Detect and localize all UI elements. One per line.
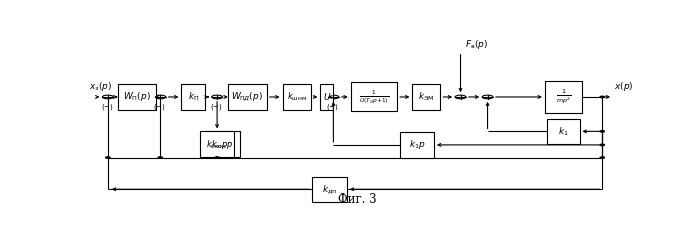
Text: $F_{\text{в}}(p)$: $F_{\text{в}}(p)$ (465, 38, 488, 51)
FancyBboxPatch shape (350, 82, 397, 111)
Text: $k_{\text{шнм}}$: $k_{\text{шнм}}$ (287, 91, 306, 103)
FancyBboxPatch shape (312, 176, 347, 202)
Circle shape (600, 131, 604, 132)
Text: $(-)$: $(-)$ (101, 102, 114, 112)
FancyBboxPatch shape (117, 84, 156, 110)
Circle shape (103, 95, 113, 99)
Text: $k_1$: $k_1$ (558, 125, 569, 137)
FancyBboxPatch shape (547, 119, 579, 144)
Circle shape (600, 144, 604, 146)
FancyBboxPatch shape (401, 132, 434, 158)
Text: $W_{\Pi}(p)$: $W_{\Pi}(p)$ (123, 90, 151, 103)
FancyBboxPatch shape (205, 131, 240, 157)
Circle shape (328, 95, 339, 99)
Text: $W_{\Pi\!Д}(p)$: $W_{\Pi\!Д}(p)$ (232, 90, 263, 103)
Text: $k_{\Pi}$: $k_{\Pi}$ (188, 91, 199, 103)
Text: $k_{\text{ЭМ}}$: $k_{\text{ЭМ}}$ (418, 91, 435, 103)
Text: $x(p)$: $x(p)$ (614, 80, 634, 93)
Circle shape (215, 157, 219, 158)
Circle shape (600, 96, 604, 98)
FancyBboxPatch shape (413, 84, 440, 110)
Text: $(-)$: $(-)$ (154, 102, 166, 112)
Text: Фиг. 3: Фиг. 3 (339, 192, 377, 206)
Text: $k_{\text{дп}}$: $k_{\text{дп}}$ (322, 183, 337, 196)
FancyBboxPatch shape (545, 81, 581, 113)
Text: $\frac{1}{mp^2}$: $\frac{1}{mp^2}$ (556, 88, 571, 106)
Circle shape (155, 95, 165, 99)
Text: $k_{\text{окс}}p$: $k_{\text{окс}}p$ (206, 137, 228, 150)
Circle shape (158, 157, 163, 158)
FancyBboxPatch shape (228, 84, 267, 110)
Text: $x_{\text{з}}(p)$: $x_{\text{з}}(p)$ (89, 80, 112, 93)
FancyBboxPatch shape (181, 84, 205, 110)
FancyBboxPatch shape (200, 131, 235, 157)
Circle shape (600, 157, 604, 158)
Text: $(-)$: $(-)$ (327, 102, 339, 112)
Circle shape (455, 95, 466, 99)
Text: $k_1 p$: $k_1 p$ (409, 138, 426, 151)
Text: $k_{\text{окс}}p$: $k_{\text{окс}}p$ (211, 137, 234, 150)
Circle shape (105, 157, 110, 158)
FancyBboxPatch shape (320, 84, 334, 110)
Text: $\frac{1}{U(T_{\text{Э}}p\!+\!1)}$: $\frac{1}{U(T_{\text{Э}}p\!+\!1)}$ (359, 88, 389, 106)
FancyBboxPatch shape (283, 84, 311, 110)
Circle shape (482, 95, 493, 99)
Text: $(-)$: $(-)$ (210, 102, 223, 112)
Text: $U$: $U$ (322, 91, 331, 102)
Circle shape (211, 95, 223, 99)
